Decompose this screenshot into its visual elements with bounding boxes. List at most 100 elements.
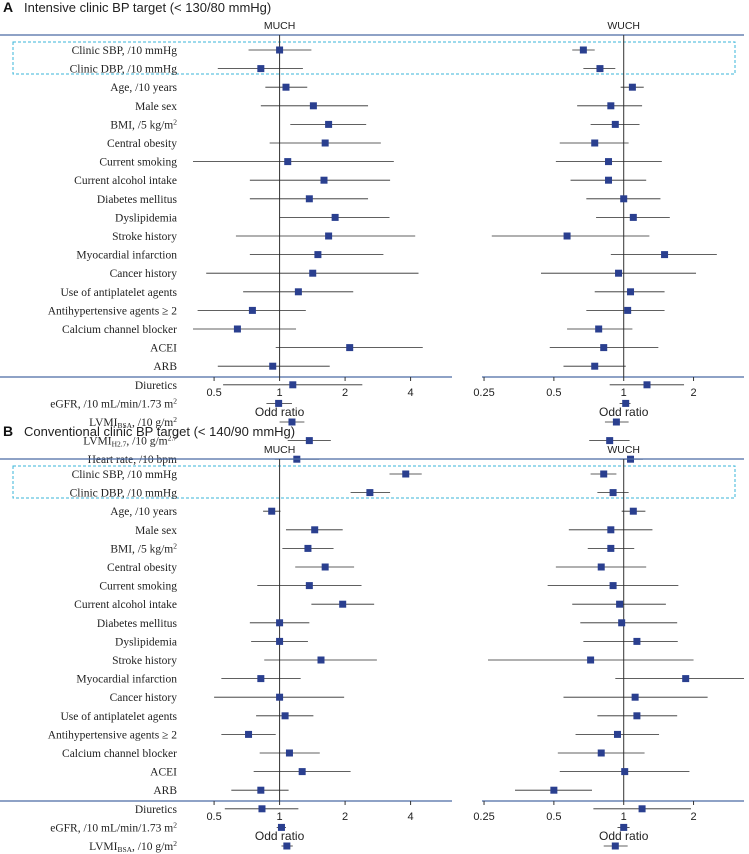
row-label: LVMIBSA, /10 g/m2: [89, 839, 177, 854]
odds-ratio-marker: [550, 786, 558, 794]
group-much: MUCH 0.5 1 2 4 Odd ratio: [206, 444, 422, 850]
odds-ratio-marker: [281, 712, 289, 720]
odds-ratio-marker: [611, 842, 619, 850]
row-label: Central obesity: [107, 138, 177, 150]
odds-ratio-marker: [304, 544, 312, 552]
x-tick-label: 4: [408, 811, 414, 823]
row-label: Age, /10 years: [110, 82, 177, 94]
row-label: Clinic DBP, /10 mmHg: [70, 64, 178, 76]
row-label: ACEI: [150, 767, 177, 779]
panel-A: A Intensive clinic BP target (< 130/80 mm…: [0, 0, 744, 466]
row-label: Stroke history: [112, 231, 177, 243]
row-label: Male sex: [135, 101, 177, 113]
odds-ratio-marker: [620, 195, 628, 203]
odds-ratio-marker: [607, 102, 615, 110]
odds-ratio-marker: [305, 195, 313, 203]
x-tick-label: 1: [621, 811, 627, 823]
odds-ratio-marker: [682, 675, 690, 683]
odds-ratio-marker: [282, 83, 290, 91]
odds-ratio-marker: [258, 805, 266, 813]
odds-ratio-marker: [276, 619, 284, 627]
row-label: Heart rate, /10 bpm: [88, 454, 177, 466]
odds-ratio-marker: [288, 418, 296, 426]
odds-ratio-marker: [346, 344, 354, 352]
row-label: Current alcohol intake: [74, 599, 177, 611]
odds-ratio-marker: [321, 139, 329, 147]
x-tick-label: 2: [342, 811, 348, 823]
panel-title: Conventional clinic BP target (< 140/90 …: [24, 424, 295, 439]
odds-ratio-marker: [317, 656, 325, 664]
odds-ratio-marker: [402, 470, 410, 478]
odds-ratio-marker: [366, 489, 374, 497]
x-tick-label: 0.25: [473, 811, 494, 823]
odds-ratio-marker: [276, 637, 284, 645]
odds-ratio-marker: [607, 526, 615, 534]
row-label: eGFR, /10 mL/min/1.73 m2: [50, 820, 177, 834]
odds-ratio-marker: [587, 656, 595, 664]
row-label: Myocardial infarction: [76, 250, 177, 262]
group-much: MUCH 0.5 1 2 4 Odd ratio: [193, 20, 423, 463]
odds-ratio-marker: [325, 120, 333, 128]
odds-ratio-marker: [606, 437, 614, 445]
odds-ratio-marker: [275, 399, 283, 407]
odds-ratio-marker: [620, 823, 628, 831]
x-axis-label: Odd ratio: [255, 829, 305, 843]
row-label: Age, /10 years: [110, 506, 177, 518]
odds-ratio-marker: [618, 619, 626, 627]
row-label: Stroke history: [112, 655, 177, 667]
odds-ratio-marker: [621, 768, 629, 776]
group-title: WUCH: [607, 20, 640, 32]
odds-ratio-marker: [631, 693, 639, 701]
row-label: Dyslipidemia: [115, 636, 177, 648]
odds-ratio-marker: [339, 600, 347, 608]
odds-ratio-marker: [325, 232, 333, 240]
panel-B: B Conventional clinic BP target (< 140/90…: [0, 423, 744, 854]
x-tick-label: 2: [690, 387, 696, 399]
odds-ratio-marker: [629, 507, 637, 515]
odds-ratio-marker: [320, 176, 328, 184]
x-tick-label: 0.5: [206, 387, 221, 399]
row-label: Central obesity: [107, 562, 177, 574]
row-label: Clinic DBP, /10 mmHg: [70, 488, 178, 500]
odds-ratio-marker: [611, 120, 619, 128]
odds-ratio-marker: [311, 526, 319, 534]
row-label: eGFR, /10 mL/min/1.73 m2: [50, 396, 177, 410]
odds-ratio-marker: [283, 842, 291, 850]
row-label: BMI, /5 kg/m2: [110, 117, 177, 131]
x-tick-label: 2: [342, 387, 348, 399]
row-label: Use of antiplatelet agents: [60, 711, 177, 723]
odds-ratio-marker: [609, 582, 617, 590]
odds-ratio-marker: [624, 306, 632, 314]
group-title: MUCH: [264, 20, 296, 32]
odds-ratio-marker: [579, 46, 587, 54]
row-label: Diabetes mellitus: [97, 618, 178, 630]
odds-ratio-marker: [597, 749, 605, 757]
odds-ratio-marker: [591, 139, 599, 147]
x-axis-label: Odd ratio: [255, 405, 305, 419]
panel-letter: A: [3, 0, 13, 15]
x-tick-label: 1: [277, 811, 283, 823]
group-title: WUCH: [607, 444, 640, 456]
odds-ratio-marker: [248, 306, 256, 314]
odds-ratio-marker: [289, 381, 297, 389]
x-tick-label: 0.5: [206, 811, 221, 823]
odds-ratio-marker: [629, 213, 637, 221]
highlight-box: [12, 465, 736, 499]
odds-ratio-marker: [305, 582, 313, 590]
group-wuch: WUCH 0.25 0.5 1 2 Odd ratio: [473, 444, 744, 850]
row-label: Male sex: [135, 525, 177, 537]
row-label: Calcium channel blocker: [62, 324, 177, 336]
odds-ratio-marker: [607, 544, 615, 552]
odds-ratio-marker: [609, 489, 617, 497]
odds-ratio-marker: [314, 251, 322, 259]
odds-ratio-marker: [595, 325, 603, 333]
odds-ratio-marker: [309, 102, 317, 110]
odds-ratio-marker: [633, 712, 641, 720]
odds-ratio-marker: [627, 288, 635, 296]
row-label: ARB: [153, 361, 177, 373]
row-label: Current smoking: [99, 581, 177, 593]
odds-ratio-marker: [321, 563, 329, 571]
odds-ratio-marker: [622, 399, 630, 407]
x-tick-label: 2: [690, 811, 696, 823]
